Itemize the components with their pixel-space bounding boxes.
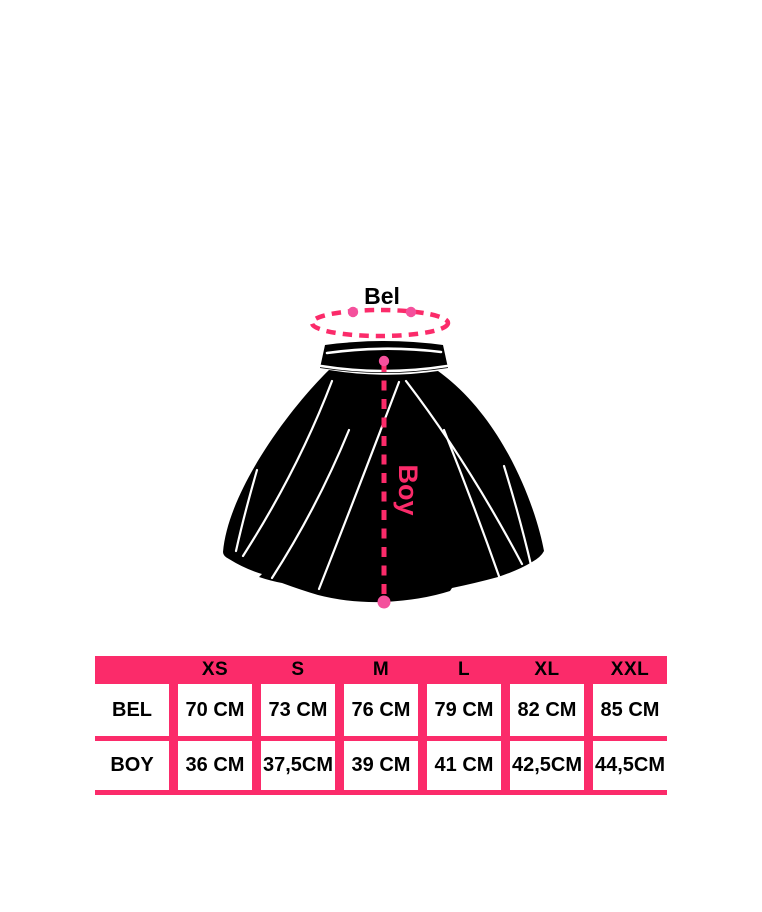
row-label-boy: BOY [95,741,169,790]
size-cell-boy-xxl: 44,5CM [593,741,667,790]
size-cell-boy-xs: 36 CM [178,741,252,790]
size-cell-boy-l: 41 CM [427,741,501,790]
skirt-pleat-lines [234,379,533,591]
measure-dot-length-bottom [377,595,391,609]
size-col-header-m: M [372,659,390,680]
measure-dot-waist-left [347,306,359,318]
size-table: XS S M L XL XXL BEL 70 CM 73 CM 76 CM 79… [95,656,667,795]
size-col-header-xs: XS [201,659,229,680]
size-table-header: XS S M L XL XXL [95,656,667,684]
table-row-bel: BEL 70 CM 73 CM 76 CM 79 CM 82 CM 85 CM [95,684,667,736]
size-cell-boy-xl: 42,5CM [510,741,584,790]
size-col-header-empty [95,656,169,684]
pleat-line [442,428,502,581]
size-cell-bel-xs: 70 CM [178,684,252,736]
pleat-line [241,379,334,558]
pleat-line [317,380,401,591]
pleat-line [234,468,259,553]
skirt-measurement-diagram: Bel Boy [223,283,544,609]
size-cell-bel-m: 76 CM [344,684,418,736]
table-row-boy: BOY 36 CM 37,5CM 39 CM 41 CM 42,5CM 44,5… [95,741,667,790]
size-cell-bel-xl: 82 CM [510,684,584,736]
skirt-body [223,370,544,603]
size-col-header-s: S [291,659,305,680]
size-cell-boy-s: 37,5CM [261,741,335,790]
pleat-line [270,428,351,580]
size-cell-boy-m: 39 CM [344,741,418,790]
waist-measure-label: Bel [364,283,400,309]
table-bottom-border [95,790,667,795]
size-cell-bel-xxl: 85 CM [593,684,667,736]
length-measure-label: Boy [393,464,423,515]
pleat-line [502,464,533,567]
waist-measure-ellipse [309,307,451,339]
size-cell-bel-s: 73 CM [261,684,335,736]
size-col-header-l: L [457,659,471,680]
measure-dot-waist-right [405,306,417,318]
size-col-header-xl: XL [534,659,560,680]
measure-dot-length-top [378,355,390,367]
size-cell-bel-l: 79 CM [427,684,501,736]
waistband-seam-top [325,347,443,355]
pleat-line [404,379,524,566]
table-row-divider [95,736,667,741]
size-col-header-xxl: XXL [610,659,650,680]
row-label-bel: BEL [95,684,169,736]
